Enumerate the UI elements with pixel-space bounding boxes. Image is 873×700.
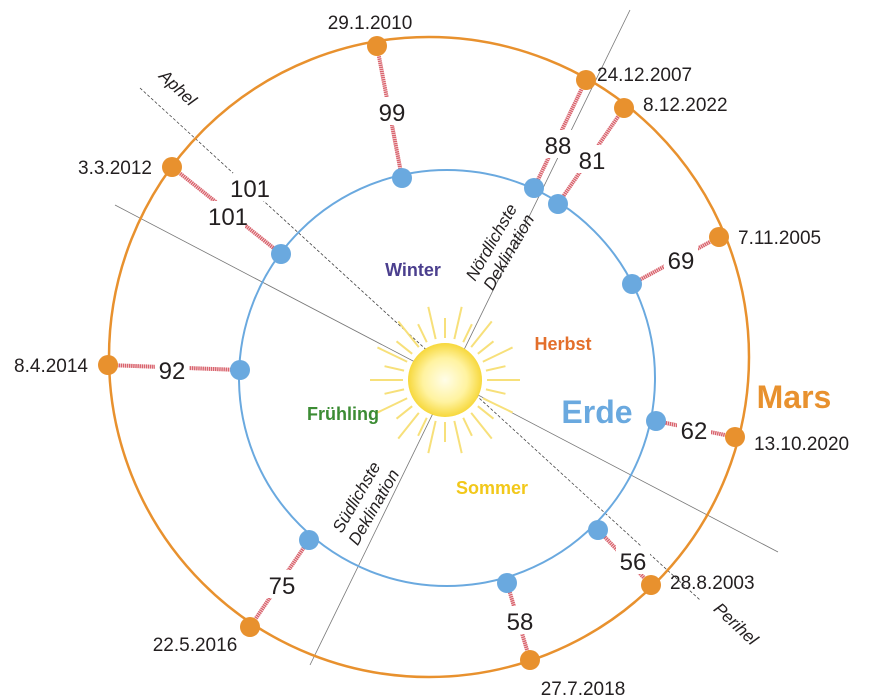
earth-point xyxy=(548,194,568,214)
distance-label: 101 xyxy=(208,204,248,231)
sun xyxy=(408,343,482,417)
date-label: 24.12.2007 xyxy=(597,65,692,86)
date-label: 13.10.2020 xyxy=(754,434,849,455)
sun-ray xyxy=(397,406,413,418)
aphelion-label: Aphel xyxy=(155,66,201,111)
season-label: Winter xyxy=(385,260,441,280)
sun-ray xyxy=(397,341,413,353)
sun-ray xyxy=(486,366,505,370)
date-label: 27.7.2018 xyxy=(541,679,626,700)
distance-label: 69 xyxy=(668,248,695,275)
south-label: Südlichste Deklination xyxy=(327,456,403,548)
earth-point xyxy=(271,244,291,264)
distance-label: 81 xyxy=(579,148,606,175)
mars-point xyxy=(162,157,182,177)
season-label: Herbst xyxy=(534,334,591,354)
date-label: 28.8.2003 xyxy=(670,573,755,594)
sun-ray xyxy=(377,398,407,412)
sun-ray xyxy=(471,413,492,439)
earth-point xyxy=(646,411,666,431)
sun-ray xyxy=(385,389,404,393)
mars-point xyxy=(614,98,634,118)
sun-ray xyxy=(454,421,461,453)
sun-ray xyxy=(478,406,494,418)
distance-label: 58 xyxy=(507,609,534,636)
distance-label: 75 xyxy=(269,573,296,600)
sun-ray xyxy=(478,341,494,353)
sun-ray xyxy=(377,347,407,361)
mars-point xyxy=(367,36,387,56)
mars-point xyxy=(641,575,661,595)
distance-label: 92 xyxy=(159,358,186,385)
season-label: Sommer xyxy=(456,478,528,498)
sun-ray xyxy=(385,366,404,370)
earth-point xyxy=(588,520,608,540)
sun-ray xyxy=(463,324,472,342)
mars-point xyxy=(725,427,745,447)
distance-label: 88 xyxy=(545,133,572,160)
sun-ray xyxy=(463,418,472,436)
date-label: 3.3.2012 xyxy=(78,158,152,179)
earth-point xyxy=(622,274,642,294)
sun-ray xyxy=(428,421,435,453)
season-label: Frühling xyxy=(307,404,379,424)
diagram: Aphel Perihel Nördlichste Deklination Sü… xyxy=(0,0,873,700)
perihelion-label: Perihel xyxy=(710,599,763,650)
sun-ray xyxy=(486,389,505,393)
earth-point xyxy=(230,360,250,380)
distance-label: 101 xyxy=(230,176,270,203)
sun-ray xyxy=(418,324,427,342)
earth-point xyxy=(299,530,319,550)
distance-label: 56 xyxy=(620,549,647,576)
earth-point xyxy=(497,573,517,593)
date-label: 7.11.2005 xyxy=(738,228,821,249)
earth-label: Erde xyxy=(561,394,632,430)
mars-point xyxy=(709,227,729,247)
sun-ray xyxy=(471,321,492,347)
sun-ray xyxy=(428,307,435,339)
date-label: 8.4.2014 xyxy=(14,356,88,377)
date-label: 22.5.2016 xyxy=(153,635,238,656)
date-label: 8.12.2022 xyxy=(643,95,728,116)
apsis-line xyxy=(140,88,700,600)
earth-point xyxy=(524,178,544,198)
mars-point xyxy=(98,355,118,375)
mars-label: Mars xyxy=(757,379,832,415)
north-label: Nördlichste Deklination xyxy=(462,201,538,294)
mars-point xyxy=(576,70,596,90)
sun-ray xyxy=(418,418,427,436)
sun-ray xyxy=(483,347,513,361)
sun-ray xyxy=(454,307,461,339)
distance-label: 62 xyxy=(681,418,708,445)
sun-ray xyxy=(398,321,419,347)
sun-ray xyxy=(398,413,419,439)
mars-point xyxy=(240,617,260,637)
earth-point xyxy=(392,168,412,188)
date-label: 29.1.2010 xyxy=(328,13,413,34)
distance-label: 99 xyxy=(379,100,406,127)
mars-point xyxy=(520,650,540,670)
